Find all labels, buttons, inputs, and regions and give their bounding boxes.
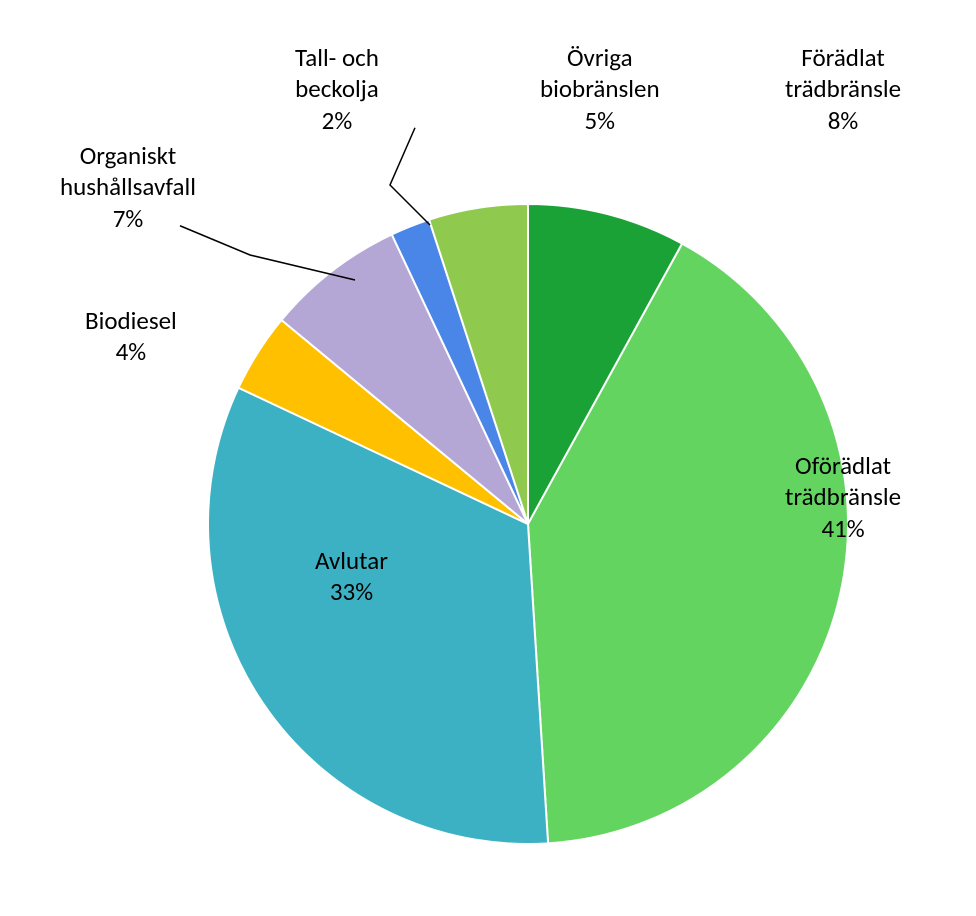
pie-chart: Förädlatträdbränsle8%Oförädlatträdbränsl… xyxy=(0,0,976,916)
leader-line xyxy=(180,226,355,280)
leader-line xyxy=(390,128,430,225)
pie-slices xyxy=(208,204,848,844)
pie-chart-svg xyxy=(0,0,976,916)
